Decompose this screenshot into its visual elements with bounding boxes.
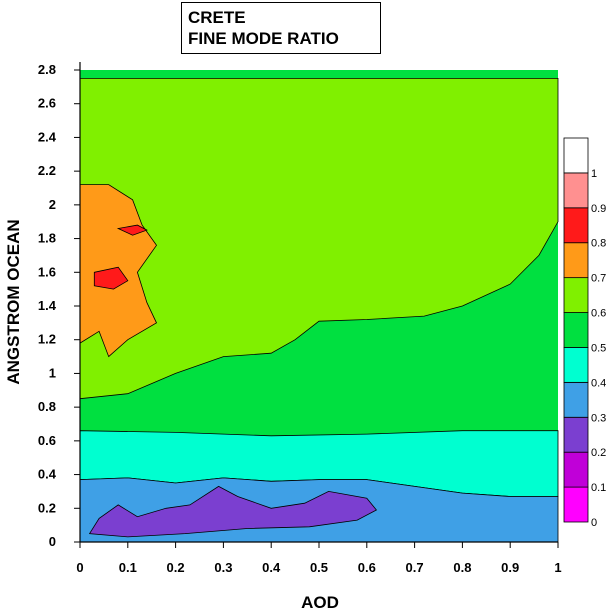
x-tick-label: 0.4 [262,560,281,575]
y-tick-label: 0.6 [38,433,56,448]
y-tick-label: 1.2 [38,332,56,347]
colorbar-tick-label: 0.3 [591,412,606,424]
contour-region-upper-large-zone [80,78,559,400]
contour-region-purple-bottom-zone [88,485,378,538]
colorbar-swatch [563,416,589,453]
x-tick-label: 0.9 [501,560,519,575]
colorbar-swatch [563,277,589,313]
y-tick-label: 1.4 [38,298,57,313]
x-tick-label: 0.2 [167,560,185,575]
y-tick-label: 0 [49,534,56,549]
y-tick-label: 1 [49,365,56,380]
y-tick-label: 2.8 [38,62,56,77]
colorbar-tick-label: 0.7 [591,273,606,285]
colorbar-swatch [563,137,589,174]
x-axis-title: AOD [301,593,339,612]
contour-region-red-patch-2 [116,224,148,236]
axes: 0 0.1 0.2 0.3 0.4 0.5 0.6 0.7 0.8 0.9 1 0 0.2 0.4 0.6 0… [38,62,562,575]
y-tick-label: 2.4 [38,129,57,144]
x-tick-label: 1 [554,560,561,575]
colorbar-swatch [563,347,589,383]
x-tick-label: 0.5 [310,560,328,575]
chart-title-line-2: FINE MODE RATIO [188,29,339,48]
y-tick-label: 0.8 [38,399,56,414]
y-tick-label: 2 [49,197,56,212]
y-tick-label: 1.8 [38,231,56,246]
colorbar-tick-label: 0.1 [591,482,606,494]
x-tick-label: 0.1 [119,560,137,575]
colorbar-tick-label: 0.4 [591,377,606,389]
y-tick-label: 0.2 [38,500,56,515]
colorbar-swatch [563,451,589,488]
colorbar-swatch [563,381,589,418]
chart-title-line-1: CRETE [188,8,246,27]
colorbar-tick-label: 0.9 [591,203,606,215]
y-tick-label: 2.2 [38,163,56,178]
colorbar-tick-label: 0.6 [591,308,606,320]
y-tick-label: 2.6 [38,96,56,111]
colorbar-tick-label: 1 [591,168,597,180]
x-tick-label: 0.7 [406,560,424,575]
colorbar-tick-label: 0.2 [591,447,606,459]
colorbar-swatch [563,242,589,279]
colorbar: 0 0.1 0.2 0.3 0.4 0.5 0.6 0.7 0.8 0.9 1 [563,137,606,529]
plot-area [80,70,559,542]
colorbar-tick-label: 0 [591,517,597,529]
colorbar-tick-label: 0.5 [591,342,606,354]
x-tick-label: 0 [76,560,83,575]
colorbar-swatch [563,207,589,244]
y-tick-label: 0.4 [38,467,57,482]
y-tick-label: 1.6 [38,264,56,279]
x-tick-label: 0.3 [214,560,232,575]
colorbar-swatch [563,172,589,209]
colorbar-tick-label: 0.8 [591,238,606,250]
y-axis-title: ANGSTROM OCEAN [4,219,23,384]
chart-title-box: CRETE FINE MODE RATIO [181,2,381,54]
x-tick-label: 0.6 [358,560,376,575]
colorbar-swatch [563,312,589,348]
colorbar-swatch [563,486,589,523]
x-tick-label: 0.8 [453,560,471,575]
contour-region-red-patch-1 [93,266,129,290]
